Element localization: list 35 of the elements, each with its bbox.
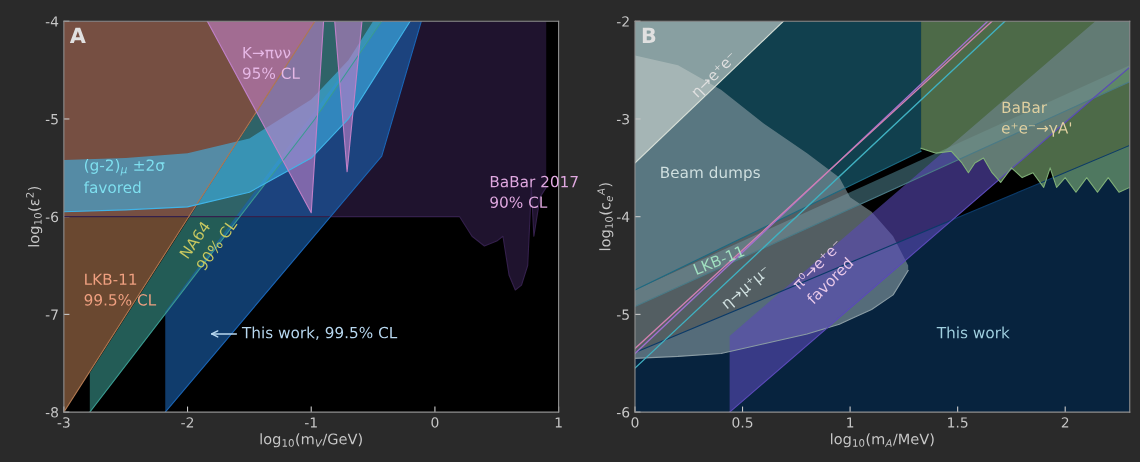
x-tick-label: 0.5 — [732, 417, 753, 428]
x-tick-label: 0 — [431, 417, 439, 428]
x-tick-label: -2 — [181, 417, 194, 428]
y-tick-label: -2 — [616, 16, 629, 27]
annotation: This work — [936, 326, 1010, 339]
annotation: K→πνν 95% CL — [242, 47, 300, 79]
annotation: Beam dumps — [661, 166, 760, 182]
y-tick-label: -6 — [616, 407, 630, 418]
x-tick-label: 1 — [555, 417, 562, 428]
y-axis-title: log$_{10}$(c$_{e}$$^{A}$) — [597, 183, 614, 251]
x-axis-title: log$_{10}$(m$_{A}$/MeV) — [831, 433, 934, 448]
annotation: BaBar 2017 90% CL — [490, 175, 578, 208]
y-axis-title: log$_{10}$(ε$^{2}$) — [26, 186, 43, 247]
x-tick-label: 1.5 — [948, 417, 968, 428]
y-tick-label: -6 — [45, 211, 59, 223]
y-tick-label: -5 — [45, 114, 58, 125]
line-series — [920, 147, 1130, 193]
annotation: LKB-11 99.5% CL — [84, 273, 157, 306]
x-tick-label: -3 — [57, 417, 70, 428]
x-tick-label: -1 — [304, 417, 317, 428]
annotation: BaBar e⁺e⁻→γA' — [1001, 101, 1072, 137]
y-tick-label: -3 — [616, 113, 630, 125]
x-tick-label: 1 — [847, 417, 854, 428]
x-tick-label: 0 — [631, 417, 639, 428]
x-tick-label: 2 — [1061, 417, 1069, 428]
annotation: A — [69, 27, 86, 43]
x-axis-title: log$_{10}$(m$_{V}$/GeV) — [260, 433, 362, 448]
annotation: This work, 99.5% CL — [241, 326, 398, 340]
y-tick-label: -5 — [616, 309, 629, 320]
y-tick-label: -7 — [45, 309, 58, 320]
annotation: B — [642, 27, 656, 43]
y-tick-label: -4 — [616, 211, 630, 222]
y-tick-label: -4 — [45, 16, 59, 27]
y-tick-label: -8 — [45, 407, 59, 418]
annotation: (g-2)$_{μ}$ ±2σ favored — [83, 159, 165, 194]
